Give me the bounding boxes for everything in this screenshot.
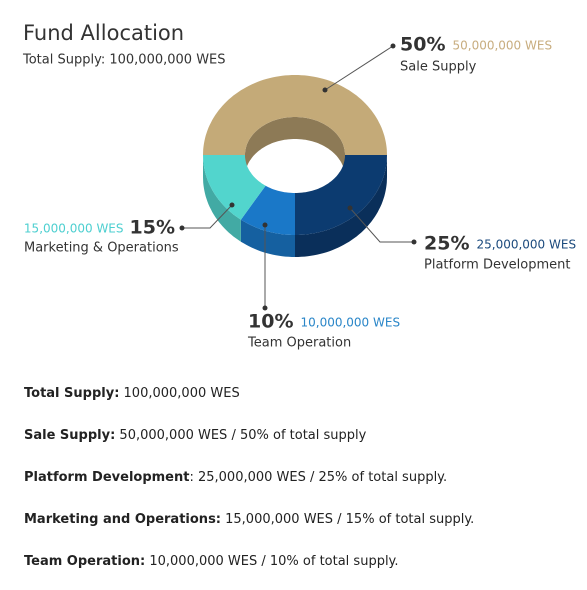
category-label: Sale Supply bbox=[400, 60, 477, 75]
leader-line bbox=[349, 207, 414, 243]
note-label: Total Supply: bbox=[24, 386, 120, 401]
slice bbox=[203, 75, 387, 155]
slice-inner-wall bbox=[245, 117, 345, 177]
note-text: 10,000,000 WES / 10% of total supply. bbox=[145, 554, 399, 569]
note-text: 50,000,000 WES / 50% of total supply bbox=[115, 428, 367, 443]
amount-label: 10,000,000 WES bbox=[300, 316, 400, 330]
amount-label: 25,000,000 WES bbox=[476, 238, 576, 252]
percent-label: 50% bbox=[400, 34, 445, 56]
slice bbox=[295, 155, 387, 235]
slice bbox=[240, 185, 295, 235]
amount-label: 15,000,000 WES bbox=[24, 222, 124, 236]
slice-outer-wall bbox=[240, 219, 295, 257]
chart-title: Fund Allocation bbox=[23, 21, 184, 45]
amount-label: 50,000,000 WES bbox=[452, 39, 552, 53]
percent-label: 25% bbox=[424, 233, 469, 255]
percent-label: 15% bbox=[130, 217, 175, 239]
chart-subtitle: Total Supply: 100,000,000 WES bbox=[22, 53, 226, 68]
note-label: Team Operation: bbox=[24, 554, 146, 569]
chart: Fund Allocation Total Supply: 100,000,00… bbox=[22, 21, 576, 351]
leader-dot bbox=[347, 205, 353, 211]
category-label: Platform Development bbox=[424, 258, 570, 273]
leader-dot bbox=[262, 305, 268, 311]
note-label: Sale Supply: bbox=[24, 428, 116, 443]
note: Sale Supply: 50,000,000 WES / 50% of tot… bbox=[24, 428, 366, 443]
note: Platform Development: 25,000,000 WES / 2… bbox=[24, 470, 447, 485]
leader-dot bbox=[262, 222, 268, 228]
leader-line bbox=[324, 45, 394, 91]
note: Marketing and Operations: 15,000,000 WES… bbox=[24, 512, 474, 527]
slice-outer-wall bbox=[203, 155, 241, 242]
leader-dot bbox=[179, 225, 185, 231]
note: Total Supply: 100,000,000 WES bbox=[24, 386, 240, 401]
leader-line bbox=[182, 204, 233, 229]
note-text: 15,000,000 WES / 15% of total supply. bbox=[221, 512, 475, 527]
leader-dot bbox=[390, 43, 396, 49]
slice-outer-wall bbox=[295, 155, 387, 257]
slice bbox=[203, 155, 266, 220]
category-label: Team Operation bbox=[247, 336, 351, 351]
note-text: 100,000,000 WES bbox=[119, 386, 240, 401]
category-label: Marketing & Operations bbox=[24, 241, 179, 256]
percent-label: 10% bbox=[248, 311, 293, 333]
note-text: : 25,000,000 WES / 25% of total supply. bbox=[189, 470, 448, 485]
leader-dot bbox=[229, 202, 235, 208]
note-label: Marketing and Operations: bbox=[24, 512, 221, 527]
leader-dot bbox=[411, 239, 417, 245]
note: Team Operation: 10,000,000 WES / 10% of … bbox=[24, 554, 399, 569]
note-label: Platform Development bbox=[24, 470, 190, 485]
leader-dot bbox=[322, 87, 328, 93]
